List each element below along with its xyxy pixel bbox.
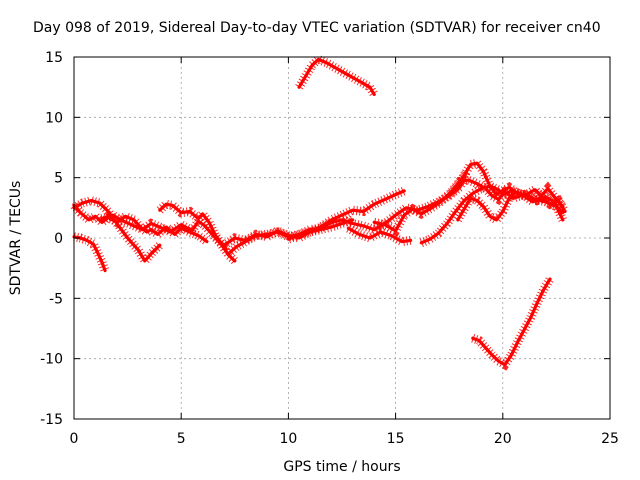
series-line-sat-e <box>158 202 228 251</box>
x-tick-label: 20 <box>494 431 512 447</box>
series-line-sat-i <box>346 226 413 244</box>
x-tick-label: 10 <box>279 431 297 447</box>
series-marks-sat-n <box>295 54 379 97</box>
y-tick-label: 15 <box>45 50 63 66</box>
x-axis-label: GPS time / hours <box>283 459 400 475</box>
series-sat-o <box>471 276 554 371</box>
y-tick-label: 0 <box>54 231 63 247</box>
series-line-sat-m <box>456 190 567 222</box>
x-tick-label: 15 <box>387 431 405 447</box>
series-sat-m <box>453 186 569 226</box>
x-tick-label: 0 <box>70 431 79 447</box>
x-tick-label: 5 <box>177 431 186 447</box>
series-line-sat-d <box>100 213 237 263</box>
series-line-sat-c <box>72 199 162 263</box>
series-sat-c <box>71 195 163 269</box>
series-sat-l <box>447 158 567 210</box>
grid-layer <box>74 57 610 419</box>
y-tick-label: 10 <box>45 110 63 126</box>
series-sat-n <box>295 54 379 97</box>
series-line-sat-n <box>297 57 376 97</box>
y-tick-label: -10 <box>40 352 63 368</box>
series-sat-a <box>72 232 110 273</box>
series-line-sat-o <box>471 277 552 367</box>
series-sat-e <box>156 199 230 252</box>
series-line-sat-a <box>72 235 107 273</box>
series-sat-d <box>100 210 238 265</box>
series-line-sat-l <box>449 161 565 209</box>
y-tick-label: -15 <box>40 412 63 428</box>
y-axis-label: SDTVAR / TECUs <box>8 181 24 296</box>
series-layer <box>70 54 569 371</box>
tick-layer: 0 5 10 15 20 25 -15 -10 -5 0 5 10 15 <box>40 50 619 447</box>
y-tick-label: 5 <box>54 171 63 187</box>
x-tick-label: 25 <box>601 431 619 447</box>
y-tick-label: -5 <box>49 291 63 307</box>
series-sat-i <box>346 224 413 247</box>
chart-title: Day 098 of 2019, Sidereal Day-to-day VTE… <box>33 20 601 36</box>
